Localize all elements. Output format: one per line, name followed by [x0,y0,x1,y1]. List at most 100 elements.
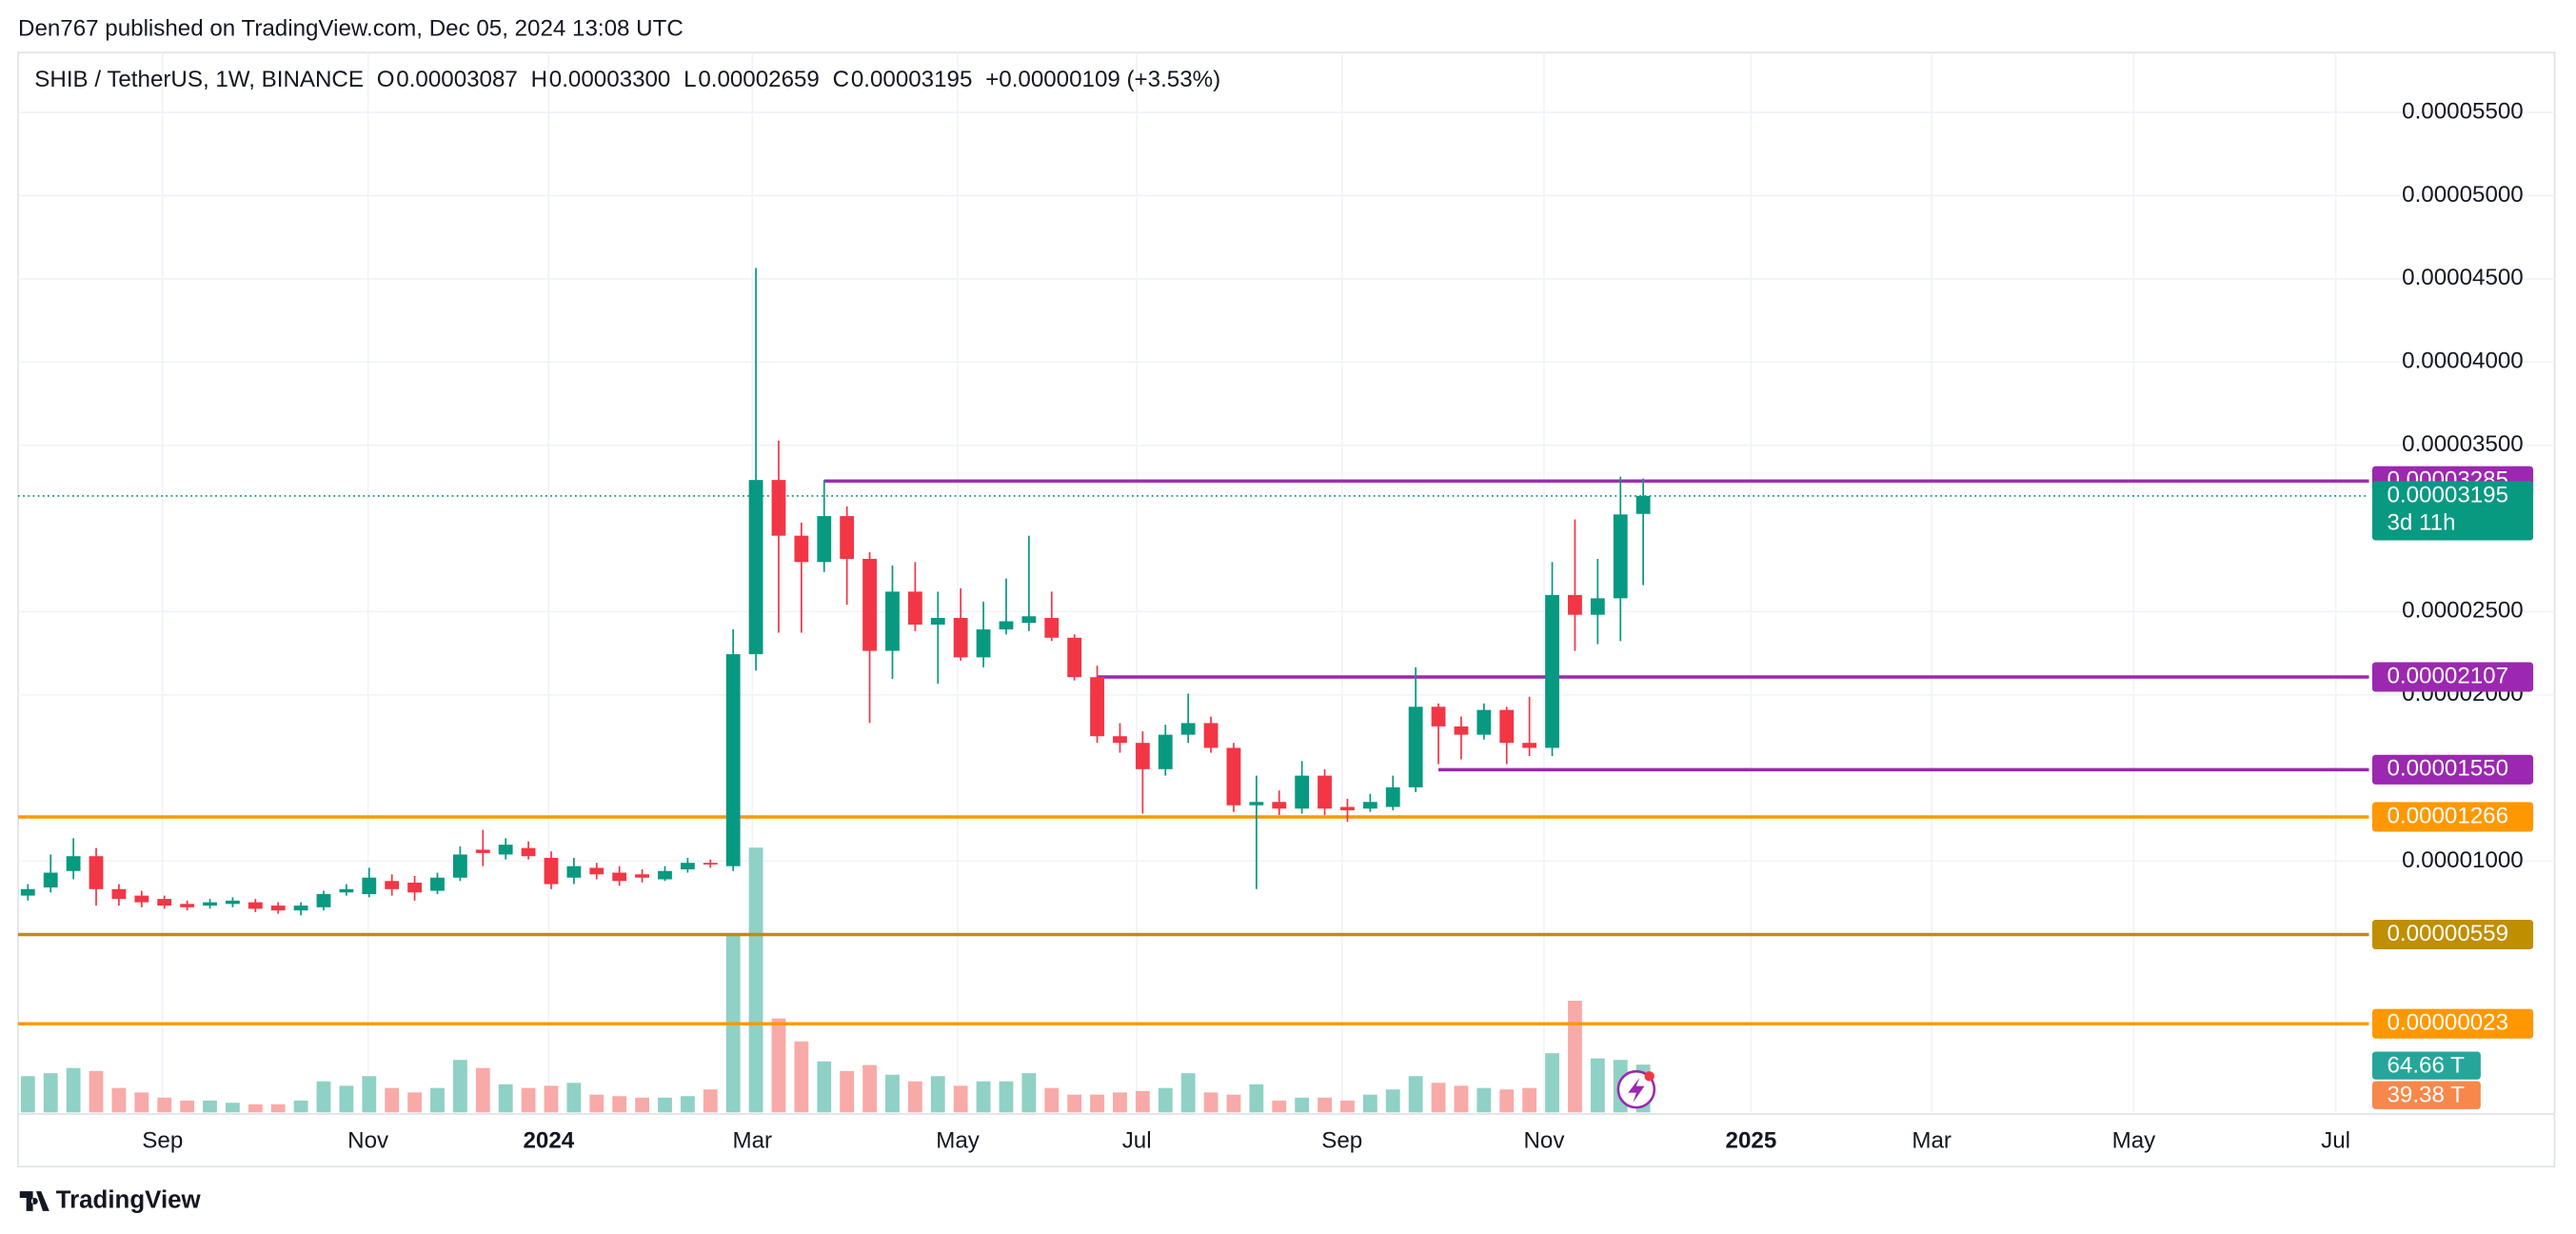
volume-bar [976,1081,991,1113]
x-tick-label: May [2112,1128,2157,1154]
alert-icon[interactable] [1616,1069,1656,1109]
candle-body [1635,495,1651,514]
ohlc-legend: SHIB / TetherUS, 1W, BINANCE O 0.00003087… [34,67,1220,92]
volume-bar [521,1087,536,1113]
candle-body [953,617,968,658]
volume-bar [1476,1087,1492,1113]
alert-bolt [1628,1078,1645,1103]
volume-bar [134,1092,149,1113]
level-label: 0.00001266 [2387,803,2508,828]
levels-layer [18,479,2369,1025]
candle-body [1431,707,1446,726]
volume-bar [1113,1092,1127,1113]
candle-body [407,882,423,893]
y-tick-label: 0.00004500 [2402,265,2524,290]
candle-body [521,847,536,857]
volume-bar [20,1076,35,1113]
volume-badge [2371,1051,2481,1080]
y-tick-label: 0.00005000 [2402,182,2524,208]
volume-bar [1272,1100,1287,1113]
volume-bar [1499,1089,1515,1113]
volume-bar [1340,1100,1355,1113]
candle-body [134,895,149,903]
candle-body [1021,616,1037,624]
last-price-badge [2371,481,2534,541]
candle-body [316,894,331,907]
volume-bar [953,1085,968,1113]
level-label: 0.00000023 [2387,1010,2508,1036]
volume-bar [339,1085,354,1113]
legend-key: O [377,67,395,92]
level-badge [2371,919,2534,950]
candle-body [1590,598,1605,615]
legend-key: C [833,67,849,92]
level-label: 0.00001550 [2387,756,2508,782]
volume-bar [999,1081,1014,1113]
candle-body [1385,786,1400,807]
volume-bar [89,1070,104,1113]
y-tick-label: 0.00001000 [2402,847,2524,873]
x-tick-label: Jul [2321,1128,2350,1154]
candle-body [111,888,127,900]
candle-body [385,881,400,889]
candle-body [1318,775,1332,809]
x-tick-label: 2024 [523,1128,574,1154]
legend-key: L [684,67,696,92]
level-label: 0.00002107 [2387,663,2508,688]
x-tick-label: May [936,1128,981,1154]
x-tick-label: Nov [347,1128,388,1154]
volume-bar [1362,1094,1377,1113]
volume-bar [1044,1087,1060,1113]
volume-bar [362,1076,377,1113]
volume-bar [1590,1058,1605,1113]
badges-layer: 0.000032850.000021070.000015500.00001266… [2371,466,2534,1039]
y-tick-label: 0.00005500 [2402,99,2524,125]
volume-bar [1067,1094,1082,1113]
volume-bar [1021,1073,1037,1113]
volume-bar [430,1087,445,1113]
volume-bar [703,1089,718,1113]
candle-body [180,904,195,907]
level-badge [2371,1008,2534,1039]
candle-body [1499,709,1515,744]
candle-body [566,866,582,878]
candle-body [1203,723,1219,748]
volume-bar [1454,1085,1469,1113]
volume-badges: 64.66 T 39.38 T [2371,1051,2481,1109]
candle-body [612,872,627,882]
volume-bar [544,1085,559,1113]
candle-body [1362,802,1377,809]
candle-body [157,899,172,906]
y-tick-label: 0.00003500 [2402,431,2524,457]
candle-body [817,516,832,563]
candle-body [1180,723,1196,735]
x-tick-label: 2025 [1726,1128,1777,1154]
candle-body [1044,617,1060,638]
volume-bar [885,1074,900,1113]
volume-label: 64.66 T [2387,1052,2465,1078]
level-label: 0.00000559 [2387,921,2508,946]
volume-bar [1385,1089,1400,1113]
volume-bar [1408,1076,1423,1113]
volume-bar [180,1100,195,1113]
candle-body [1226,747,1241,806]
volume-bar [612,1096,627,1113]
y-tick-label: 0.00004000 [2402,348,2524,374]
brand-name: TradingView [56,1186,202,1213]
candle-body [703,863,718,865]
chart-frame [17,51,2556,1168]
y-tick-label: 0.00002500 [2402,598,2524,624]
candle-body [203,902,217,906]
volume-bar [111,1087,127,1113]
candle-body [66,856,81,871]
candle-body [1340,806,1355,810]
volume-bar [589,1094,604,1113]
alert-dot [1644,1071,1655,1082]
volume-bar [1158,1087,1173,1113]
volume-ma-badge [2371,1081,2481,1109]
x-tick-label: Nov [1523,1128,1564,1154]
candle-body [1454,726,1469,735]
candle-body [658,870,672,880]
volume-bar [817,1061,832,1113]
candle-body [1568,594,1582,615]
